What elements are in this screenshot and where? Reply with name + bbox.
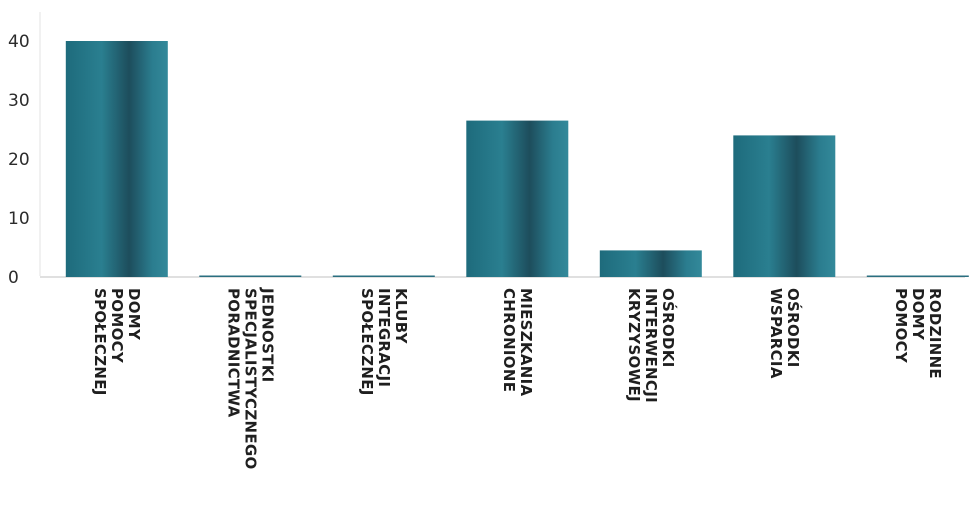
y-tick-label: 0 <box>8 268 19 288</box>
category-label-line: PORADNICTWA <box>224 288 242 418</box>
category-label-line: WSPARCIA <box>767 288 785 379</box>
category-label-line: CHRONIONE <box>500 288 518 392</box>
category-label-line: MIESZKANIA <box>517 288 535 397</box>
category-label-line: DOMY <box>125 288 143 341</box>
bars <box>65 41 969 277</box>
bar <box>866 275 969 277</box>
category-label-line: RODZINNE <box>926 288 944 379</box>
category-label-line: OŚRODKI <box>784 288 803 368</box>
y-tick-label: 20 <box>8 150 30 170</box>
category-label-line: SPOŁECZNEJ <box>358 288 376 396</box>
category-label-line: POMOCY <box>108 288 126 364</box>
y-tick-label: 30 <box>8 91 30 111</box>
category-label-line: SPOŁECZNEJ <box>91 288 109 396</box>
category-label-line: INTERWENCJI <box>642 288 660 403</box>
bar <box>332 275 435 277</box>
y-tick-label: 10 <box>8 209 30 229</box>
bar <box>599 250 702 277</box>
category-label-line: KRYZYSOWEJ <box>625 288 643 402</box>
category-label-line: OŚRODKI <box>659 288 678 368</box>
category-label-line: POMOCY <box>892 288 910 364</box>
category-label-line: JEDNOSTKI <box>258 287 276 383</box>
y-axis-ticks: 0 10 20 30 40 <box>8 32 30 288</box>
category-label-line: KLUBY <box>392 288 410 345</box>
bar <box>65 41 168 277</box>
category-label-line: INTEGRACJI <box>375 288 393 387</box>
category-label-line: SPECJALISTYCZNEGO <box>241 288 259 470</box>
y-tick-label: 40 <box>8 32 30 52</box>
category-label-line: DOMY <box>909 288 927 341</box>
bar <box>199 275 302 277</box>
bar <box>466 120 569 277</box>
bar <box>733 135 836 277</box>
